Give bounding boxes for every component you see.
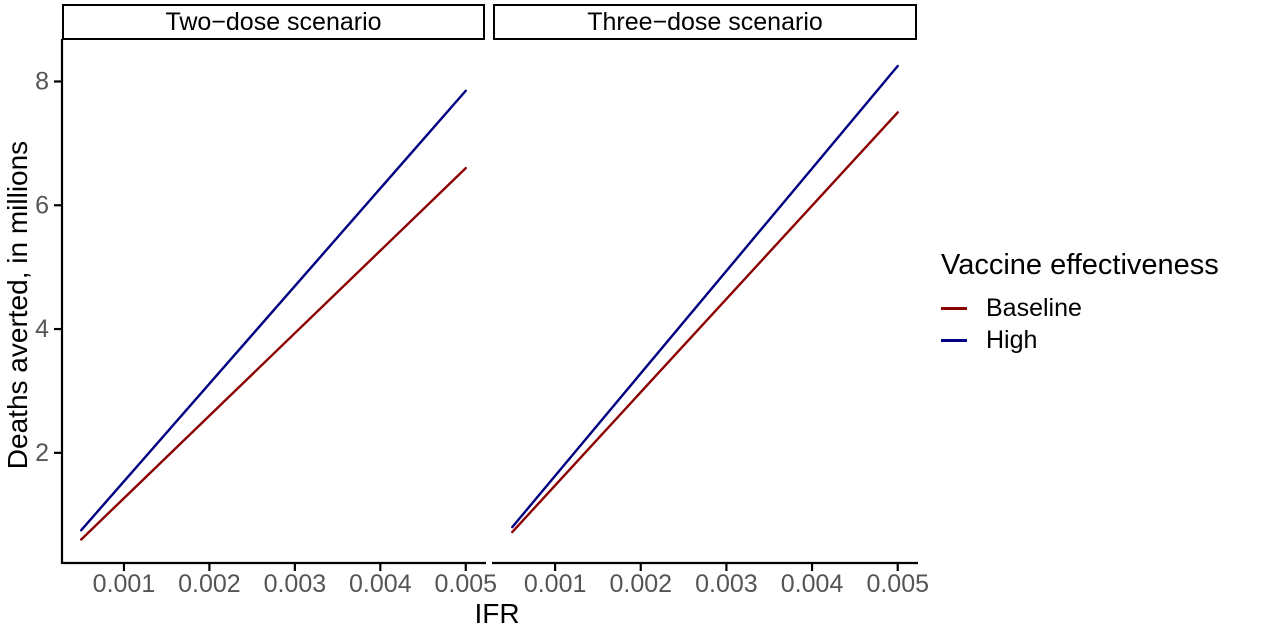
x-tick-label: 0.002 [609,570,672,598]
legend-item-high: High [941,324,1219,356]
x-tick-label: 0.005 [434,570,497,598]
x-axis-title: IFR [474,598,520,629]
legend-item-baseline: Baseline [941,292,1219,324]
high-series-line [511,64,899,529]
baseline-series-line [80,166,467,541]
x-tick-label: 0.005 [866,570,929,598]
y-axis-title: Deaths averted, in millions [2,140,33,470]
baseline-series-line [511,111,899,534]
x-tick-label: 0.003 [264,570,327,598]
y-tick-label: 6 [35,191,49,219]
y-tick-label: 2 [35,439,49,467]
high-series-line [80,89,467,532]
facet-strip-label: Two−dose scenario [165,7,382,36]
x-tick-label: 0.003 [695,570,758,598]
legend-label: High [986,325,1038,354]
legend-title: Vaccine effectiveness [941,249,1219,281]
facet-strip-three-dose: Three−dose scenario [493,4,917,40]
x-tick-label: 0.002 [178,570,241,598]
x-tick-label: 0.001 [524,570,587,598]
x-tick-label: 0.001 [93,570,156,598]
y-tick-label: 4 [35,315,49,343]
facet-strip-label: Three−dose scenario [587,7,823,36]
baseline-line-swatch [941,306,967,310]
y-tick-label: 8 [35,67,49,95]
facet-strip-two-dose: Two−dose scenario [62,4,485,40]
legend: Vaccine effectiveness Baseline High [941,244,1219,356]
high-line-swatch [941,338,967,342]
x-tick-label: 0.004 [349,570,412,598]
legend-label: Baseline [986,293,1082,322]
x-tick-label: 0.004 [781,570,844,598]
